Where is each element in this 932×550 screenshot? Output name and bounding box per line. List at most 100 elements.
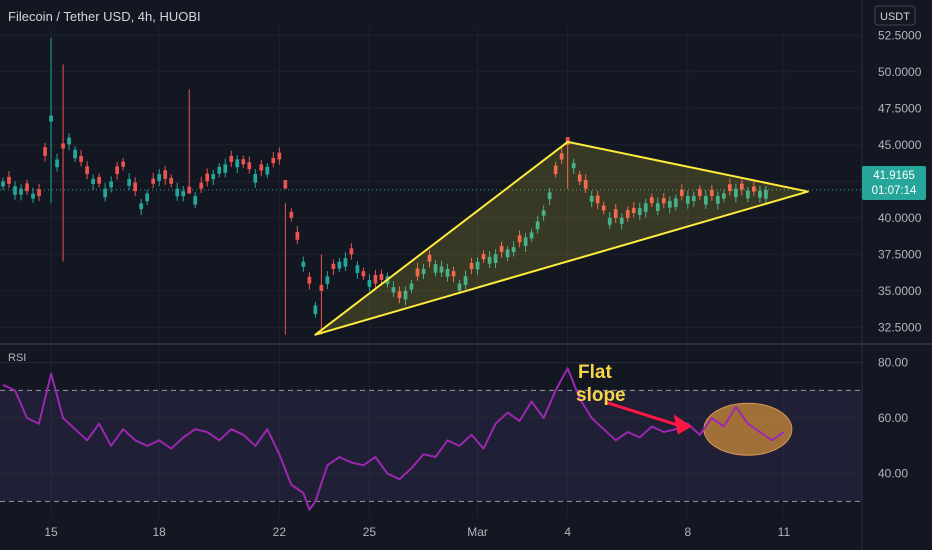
candle-body[interactable] bbox=[103, 188, 107, 198]
candle-body[interactable] bbox=[715, 195, 720, 204]
candle-body[interactable] bbox=[337, 261, 342, 269]
symmetrical-triangle-drawing[interactable] bbox=[314, 140, 809, 336]
candle-body[interactable] bbox=[25, 183, 29, 192]
candle-body[interactable] bbox=[613, 209, 618, 218]
candle-body[interactable] bbox=[235, 159, 240, 168]
candle-body[interactable] bbox=[373, 274, 378, 284]
candle-body[interactable] bbox=[259, 164, 264, 171]
annotation-text-flat[interactable]: Flat bbox=[578, 362, 612, 383]
candle-body[interactable] bbox=[415, 268, 420, 277]
candle-body[interactable] bbox=[13, 186, 17, 195]
candle-body[interactable] bbox=[31, 193, 35, 199]
candle-body[interactable] bbox=[577, 174, 582, 182]
candle-body[interactable] bbox=[217, 166, 222, 174]
symbol-title[interactable]: Filecoin / Tether USD, 4h, HUOBI bbox=[8, 9, 201, 24]
candle-body[interactable] bbox=[739, 183, 744, 190]
candle-body[interactable] bbox=[752, 186, 756, 192]
candle-body[interactable] bbox=[163, 170, 168, 179]
candle-body[interactable] bbox=[127, 178, 132, 186]
candle-body[interactable] bbox=[661, 198, 666, 204]
candle-body[interactable] bbox=[685, 195, 690, 204]
candle-body[interactable] bbox=[55, 159, 59, 168]
candle-body[interactable] bbox=[241, 159, 246, 165]
rsi-line[interactable] bbox=[2, 367, 785, 511]
candle-body[interactable] bbox=[361, 271, 366, 277]
candle-body[interactable] bbox=[181, 191, 186, 197]
candle-body[interactable] bbox=[1, 181, 5, 187]
candle-body[interactable] bbox=[391, 287, 396, 293]
candle-body[interactable] bbox=[37, 189, 41, 196]
candle-body[interactable] bbox=[265, 166, 270, 175]
candlestick-series[interactable] bbox=[1, 38, 768, 335]
candle-body[interactable] bbox=[271, 157, 276, 164]
candle-body[interactable] bbox=[655, 203, 660, 211]
flat-slope-ellipse[interactable] bbox=[703, 402, 793, 456]
candle-body[interactable] bbox=[433, 264, 438, 273]
candle-body[interactable] bbox=[199, 182, 204, 189]
candle-body[interactable] bbox=[601, 205, 606, 211]
candle-body[interactable] bbox=[67, 137, 71, 145]
candle-body[interactable] bbox=[145, 193, 150, 202]
candle-body[interactable] bbox=[91, 178, 95, 185]
candle-body[interactable] bbox=[19, 188, 23, 195]
candle-body[interactable] bbox=[511, 247, 516, 253]
candle-body[interactable] bbox=[343, 258, 348, 267]
candle-body[interactable] bbox=[325, 276, 330, 285]
candle-body[interactable] bbox=[403, 290, 408, 300]
candle-body[interactable] bbox=[247, 162, 252, 170]
candle-body[interactable] bbox=[133, 182, 138, 192]
rsi-indicator[interactable] bbox=[2, 367, 785, 511]
candle-body[interactable] bbox=[43, 147, 47, 156]
candle-body[interactable] bbox=[439, 266, 444, 273]
candle-body[interactable] bbox=[499, 245, 504, 252]
candle-body[interactable] bbox=[758, 190, 762, 198]
currency-button[interactable] bbox=[874, 5, 916, 26]
candle-body[interactable] bbox=[559, 153, 564, 160]
candle-body[interactable] bbox=[283, 180, 288, 189]
candle-body[interactable] bbox=[764, 190, 768, 199]
candle-body[interactable] bbox=[379, 273, 384, 280]
candle-body[interactable] bbox=[583, 180, 588, 189]
candle-body[interactable] bbox=[187, 186, 192, 194]
candle-body[interactable] bbox=[175, 188, 180, 197]
candle-body[interactable] bbox=[517, 235, 522, 243]
candle-body[interactable] bbox=[169, 177, 174, 184]
candle-body[interactable] bbox=[349, 248, 354, 255]
candle-body[interactable] bbox=[331, 263, 336, 269]
candle-body[interactable] bbox=[493, 254, 498, 263]
candle-body[interactable] bbox=[571, 163, 576, 169]
candle-body[interactable] bbox=[313, 305, 318, 315]
candle-body[interactable] bbox=[523, 237, 528, 246]
candle-body[interactable] bbox=[193, 195, 198, 205]
candle-body[interactable] bbox=[79, 155, 83, 162]
candle-body[interactable] bbox=[487, 256, 492, 264]
candle-body[interactable] bbox=[529, 232, 534, 239]
candle-body[interactable] bbox=[595, 195, 600, 204]
candle-body[interactable] bbox=[589, 195, 594, 202]
candle-body[interactable] bbox=[205, 173, 210, 182]
candle-body[interactable] bbox=[157, 174, 162, 181]
candle-body[interactable] bbox=[625, 210, 630, 218]
candle-body[interactable] bbox=[367, 279, 372, 287]
candle-body[interactable] bbox=[649, 197, 654, 204]
candle-body[interactable] bbox=[211, 174, 216, 180]
candle-body[interactable] bbox=[85, 166, 89, 175]
candle-body[interactable] bbox=[151, 178, 156, 184]
candle-body[interactable] bbox=[445, 268, 450, 277]
candle-body[interactable] bbox=[673, 198, 678, 208]
candle-body[interactable] bbox=[619, 217, 624, 224]
candle-body[interactable] bbox=[409, 283, 414, 290]
candle-body[interactable] bbox=[355, 265, 360, 274]
candle-body[interactable] bbox=[643, 203, 648, 212]
candle-body[interactable] bbox=[631, 207, 636, 213]
candle-body[interactable] bbox=[703, 195, 708, 205]
candle-body[interactable] bbox=[697, 189, 702, 196]
arrow-shaft[interactable] bbox=[606, 401, 678, 426]
candle-body[interactable] bbox=[733, 188, 738, 198]
candle-body[interactable] bbox=[73, 149, 77, 159]
candle-body[interactable] bbox=[397, 291, 402, 299]
candle-body[interactable] bbox=[49, 115, 53, 122]
candle-body[interactable] bbox=[139, 203, 144, 210]
candle-body[interactable] bbox=[61, 143, 65, 149]
